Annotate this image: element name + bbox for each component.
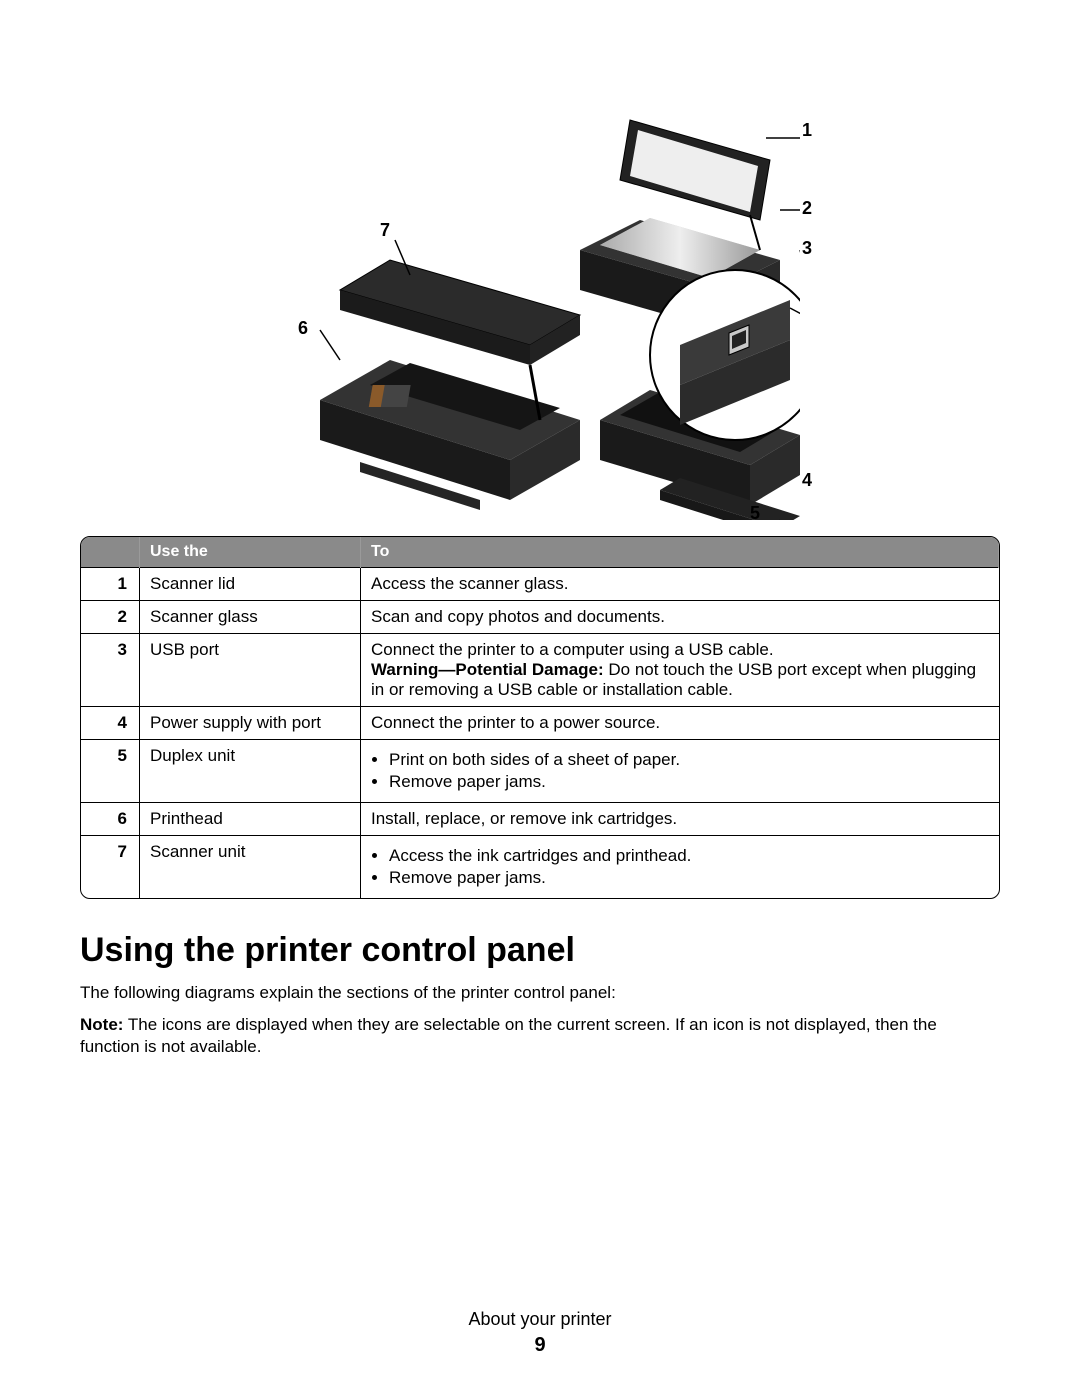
row-desc: Print on both sides of a sheet of paper.… (361, 740, 999, 803)
row-num: 5 (81, 740, 140, 803)
row-num: 2 (81, 601, 140, 634)
row-num: 7 (81, 836, 140, 899)
row-name: Scanner lid (140, 568, 361, 601)
row-name: USB port (140, 634, 361, 707)
footer-chapter: About your printer (0, 1309, 1080, 1330)
row-desc: Connect the printer to a computer using … (361, 634, 999, 707)
row-name: Duplex unit (140, 740, 361, 803)
row-desc: Access the ink cartridges and printhead.… (361, 836, 999, 899)
bullet: Remove paper jams. (389, 772, 989, 792)
row-name: Scanner unit (140, 836, 361, 899)
row-name: Power supply with port (140, 707, 361, 740)
row-name: Printhead (140, 803, 361, 836)
manual-page: 1 2 3 4 5 6 7 Use the To 1 Scanner lid A… (0, 0, 1080, 1397)
th-num (81, 537, 140, 568)
table-header-row: Use the To (81, 537, 999, 568)
note-text: The icons are displayed when they are se… (80, 1015, 937, 1056)
row-num: 6 (81, 803, 140, 836)
table-row: 6 Printhead Install, replace, or remove … (81, 803, 999, 836)
row-num: 4 (81, 707, 140, 740)
row-num: 3 (81, 634, 140, 707)
bullet: Print on both sides of a sheet of paper. (389, 750, 989, 770)
callout-3: 3 (802, 238, 812, 259)
row-desc: Access the scanner glass. (361, 568, 999, 601)
table-row: 7 Scanner unit Access the ink cartridges… (81, 836, 999, 899)
th-use: Use the (140, 537, 361, 568)
table-row: 1 Scanner lid Access the scanner glass. (81, 568, 999, 601)
printer-parts-diagram: 1 2 3 4 5 6 7 (280, 60, 800, 520)
note-paragraph: Note: The icons are displayed when they … (80, 1014, 1000, 1058)
callout-4: 4 (802, 470, 812, 491)
page-footer: About your printer 9 (0, 1309, 1080, 1357)
warning-label: Warning—Potential Damage: (371, 660, 604, 679)
row-desc: Install, replace, or remove ink cartridg… (361, 803, 999, 836)
usb-connect-text: Connect the printer to a computer using … (371, 640, 774, 659)
callout-1: 1 (802, 120, 812, 141)
callout-6: 6 (298, 318, 308, 339)
row-num: 1 (81, 568, 140, 601)
note-label: Note: (80, 1015, 123, 1034)
row-desc: Scan and copy photos and documents. (361, 601, 999, 634)
callout-2: 2 (802, 198, 812, 219)
bullet: Remove paper jams. (389, 868, 989, 888)
row-name: Scanner glass (140, 601, 361, 634)
table-row: 2 Scanner glass Scan and copy photos and… (81, 601, 999, 634)
bullet: Access the ink cartridges and printhead. (389, 846, 989, 866)
th-to: To (361, 537, 999, 568)
table-row: 3 USB port Connect the printer to a comp… (81, 634, 999, 707)
section-heading: Using the printer control panel (80, 931, 1000, 970)
intro-paragraph: The following diagrams explain the secti… (80, 982, 1000, 1004)
table-row: 4 Power supply with port Connect the pri… (81, 707, 999, 740)
table-row: 5 Duplex unit Print on both sides of a s… (81, 740, 999, 803)
callout-7: 7 (380, 220, 390, 241)
row-desc: Connect the printer to a power source. (361, 707, 999, 740)
printer-illustration (280, 60, 800, 520)
callout-5: 5 (750, 503, 760, 524)
footer-page-number: 9 (0, 1334, 1080, 1357)
printer-parts-table: Use the To 1 Scanner lid Access the scan… (80, 536, 1000, 899)
